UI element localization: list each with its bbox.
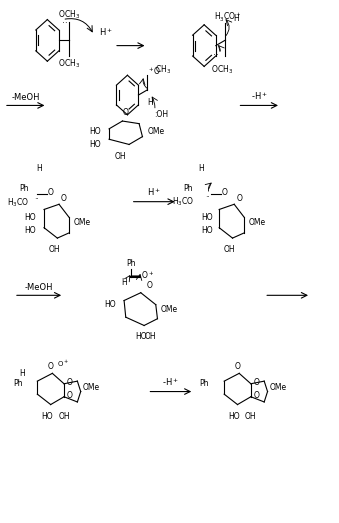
Text: OCH$_3$: OCH$_3$ [212, 64, 234, 76]
Text: :OH: :OH [154, 110, 168, 119]
Text: Ph: Ph [126, 259, 136, 268]
Text: OMe: OMe [82, 383, 100, 392]
Text: HO: HO [201, 213, 213, 222]
Text: H: H [234, 14, 239, 23]
Text: ··: ·· [34, 196, 39, 204]
Text: H$_3$CO: H$_3$CO [172, 196, 194, 208]
Text: HO: HO [89, 127, 101, 136]
Text: OMe: OMe [161, 305, 178, 314]
Text: -H$^+$: -H$^+$ [162, 376, 179, 388]
Text: CH$_3$: CH$_3$ [155, 64, 171, 76]
Text: $^+$O: $^+$O [147, 66, 162, 77]
Text: H: H [36, 164, 42, 173]
Text: OMe: OMe [248, 218, 266, 227]
Text: OH: OH [115, 152, 126, 161]
Text: O: O [67, 378, 73, 386]
Text: ··: ·· [205, 194, 210, 202]
Text: H: H [147, 98, 153, 107]
Text: O: O [61, 194, 67, 203]
Text: HO: HO [24, 226, 36, 235]
Text: O: O [254, 378, 259, 386]
Text: O$^+$: O$^+$ [57, 359, 69, 369]
Text: O: O [48, 188, 54, 197]
Text: HO: HO [104, 300, 116, 309]
Text: OH: OH [58, 412, 70, 422]
Text: H: H [19, 369, 25, 378]
Text: OMe: OMe [269, 383, 286, 392]
Text: O: O [235, 362, 240, 371]
Text: ··: ·· [62, 19, 67, 28]
Text: OMe: OMe [147, 127, 164, 136]
Text: Ph: Ph [20, 184, 29, 193]
Text: Ph: Ph [183, 184, 193, 193]
Text: O: O [67, 391, 73, 400]
Text: HO: HO [24, 213, 36, 222]
Text: -MeOH: -MeOH [12, 93, 40, 102]
Text: H: H [121, 278, 127, 287]
Text: O: O [48, 362, 54, 371]
Text: -H$^+$: -H$^+$ [251, 90, 268, 102]
Text: ··: ·· [213, 51, 219, 61]
Text: OCH$_3$: OCH$_3$ [58, 8, 80, 20]
Text: O: O [123, 108, 129, 117]
Text: HO: HO [42, 412, 53, 422]
Text: H$^+$: H$^+$ [147, 186, 161, 198]
Text: Ph: Ph [200, 379, 209, 388]
Text: O$^+$: O$^+$ [141, 269, 154, 281]
Text: OH: OH [48, 245, 60, 254]
Text: OCH$_3$: OCH$_3$ [58, 58, 80, 70]
Text: H: H [198, 164, 204, 173]
Text: O: O [254, 391, 259, 400]
Text: OH: OH [223, 245, 235, 254]
Text: OMe: OMe [74, 218, 91, 227]
Text: H$_3$CO$^+$: H$_3$CO$^+$ [214, 10, 242, 24]
Text: HO: HO [228, 412, 240, 422]
Text: O: O [236, 194, 242, 203]
Text: HO: HO [201, 226, 213, 235]
Text: H$_3$CO: H$_3$CO [7, 197, 29, 210]
Text: HO: HO [135, 332, 146, 340]
Text: OH: OH [144, 332, 156, 340]
Text: Ph: Ph [13, 379, 22, 388]
Text: O: O [146, 281, 152, 290]
Text: H$^+$: H$^+$ [99, 27, 113, 39]
Text: O: O [221, 188, 227, 197]
Text: OH: OH [245, 412, 257, 422]
Text: -MeOH: -MeOH [25, 282, 53, 292]
Text: HO: HO [89, 140, 101, 149]
